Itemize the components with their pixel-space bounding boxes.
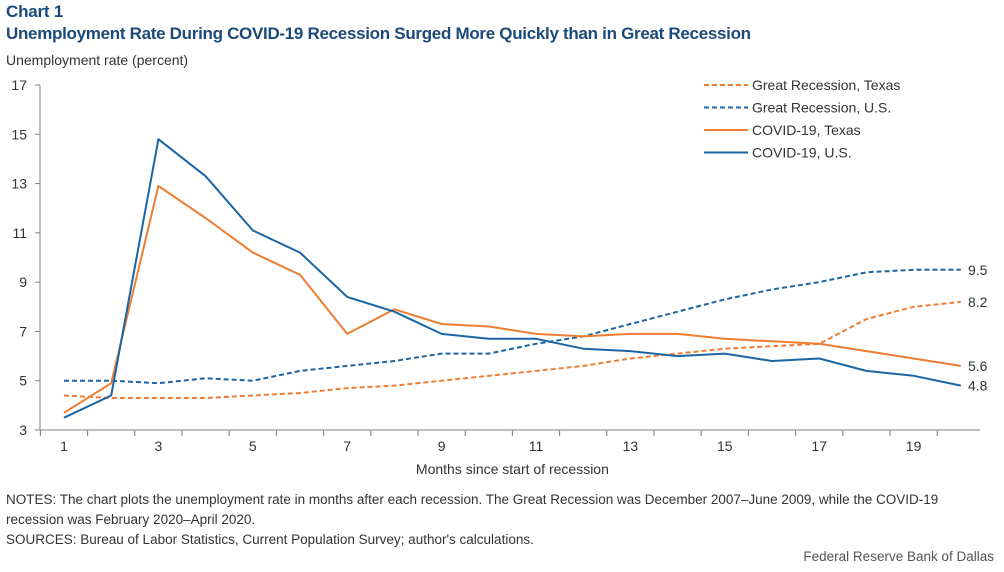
series-line-covid-19-texas (63, 185, 961, 414)
x-tick-label: 1 (60, 438, 68, 454)
end-label-great-recession-u-s: 9.5 (968, 262, 988, 278)
series-line-great-recession-u-s (64, 268, 961, 385)
x-axis-title: Months since start of recession (416, 461, 609, 477)
end-label-great-recession-texas: 8.2 (968, 294, 988, 310)
x-tick-label: 7 (343, 438, 351, 454)
legend: Great Recession, Texas Great Recession, U… (704, 77, 900, 161)
x-tick-label: 3 (155, 438, 163, 454)
y-tick-label: 5 (19, 373, 27, 389)
x-tick-label: 13 (623, 438, 639, 454)
source-credit: Federal Reserve Bank of Dallas (803, 549, 994, 564)
x-tick-label: 9 (438, 438, 446, 454)
y-tick-label: 7 (19, 323, 27, 339)
y-tick-label: 9 (19, 274, 27, 290)
y-tick-label: 13 (11, 176, 27, 192)
y-tick-label: 11 (12, 225, 27, 241)
x-tick-label: 11 (529, 438, 544, 454)
x-tick-label: 5 (249, 438, 257, 454)
chart-number: Chart 1 (6, 2, 64, 21)
x-tick-label: 15 (717, 438, 733, 454)
y-tick-label: 17 (11, 77, 27, 93)
x-tick-label: 17 (811, 438, 827, 454)
legend-label-covid-19-u-s: COVID-19, U.S. (752, 145, 852, 161)
y-tick-label: 15 (11, 126, 27, 142)
notes-text: NOTES: The chart plots the unemployment … (6, 492, 939, 527)
chart-title: Unemployment Rate During COVID-19 Recess… (6, 24, 751, 43)
series-line-great-recession-texas (63, 300, 961, 399)
series-lines (63, 138, 962, 419)
end-value-labels: 8.2 9.5 5.6 4.8 (968, 262, 988, 394)
legend-label-great-recession-u-s: Great Recession, U.S. (752, 100, 891, 116)
end-label-covid-19-texas: 5.6 (968, 358, 988, 374)
notes-block: NOTES: The chart plots the unemployment … (6, 490, 996, 550)
y-axis-label: Unemployment rate (percent) (6, 52, 189, 68)
series-line-covid-19-u-s (63, 138, 962, 419)
x-tick-label: 19 (906, 438, 922, 454)
sources-text: SOURCES: Bureau of Labor Statistics, Cur… (6, 532, 534, 547)
legend-label-covid-19-texas: COVID-19, Texas (752, 122, 861, 138)
y-tick-label: 3 (19, 422, 27, 438)
legend-label-great-recession-texas: Great Recession, Texas (752, 77, 900, 93)
end-label-covid-19-u-s: 4.8 (968, 378, 988, 394)
